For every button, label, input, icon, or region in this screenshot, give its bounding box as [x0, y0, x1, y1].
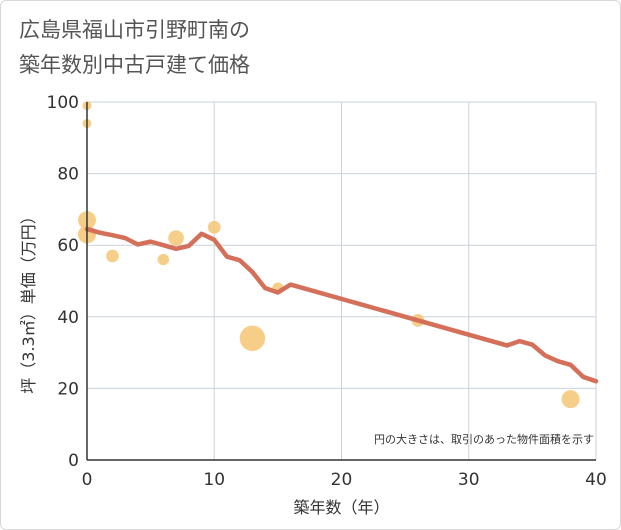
x-tick-label: 10 — [203, 470, 225, 490]
x-tick-label: 0 — [82, 470, 93, 490]
y-tick-label: 0 — [68, 451, 79, 471]
axes — [86, 102, 596, 461]
y-tick-label: 20 — [57, 379, 79, 399]
x-tick-label: 20 — [331, 470, 353, 490]
x-axis-label: 築年数（年） — [293, 498, 389, 517]
bubble-size-note: 円の大きさは、取引のあった物件面積を示す — [374, 432, 594, 446]
data-bubble — [561, 390, 580, 409]
bubble-series — [78, 101, 580, 409]
x-tick-label: 30 — [458, 470, 480, 490]
chart-title: 広島県福山市引野町南の 築年数別中古戸建て価格 — [19, 13, 250, 83]
line-series — [84, 226, 599, 384]
data-bubble — [207, 220, 221, 234]
grid-lines — [86, 101, 597, 461]
tick-labels: 0 10 20 30 40 0 20 40 60 80 100 — [47, 93, 607, 490]
y-tick-label: 60 — [57, 236, 79, 256]
x-tick-label: 40 — [585, 470, 607, 490]
data-bubble — [106, 249, 119, 263]
y-tick-label: 40 — [57, 308, 79, 328]
average-price-line — [84, 226, 599, 384]
y-axis-label: 坪（3.3㎡）単価（万円） — [19, 208, 38, 393]
y-tick-label: 100 — [47, 93, 79, 113]
y-tick-label: 80 — [57, 165, 79, 185]
chart-title-line1: 広島県福山市引野町南の — [19, 18, 250, 42]
data-bubble — [239, 325, 266, 352]
data-bubble — [157, 253, 170, 266]
chart-title-line2: 築年数別中古戸建て価格 — [19, 53, 250, 77]
data-bubble — [168, 230, 184, 246]
